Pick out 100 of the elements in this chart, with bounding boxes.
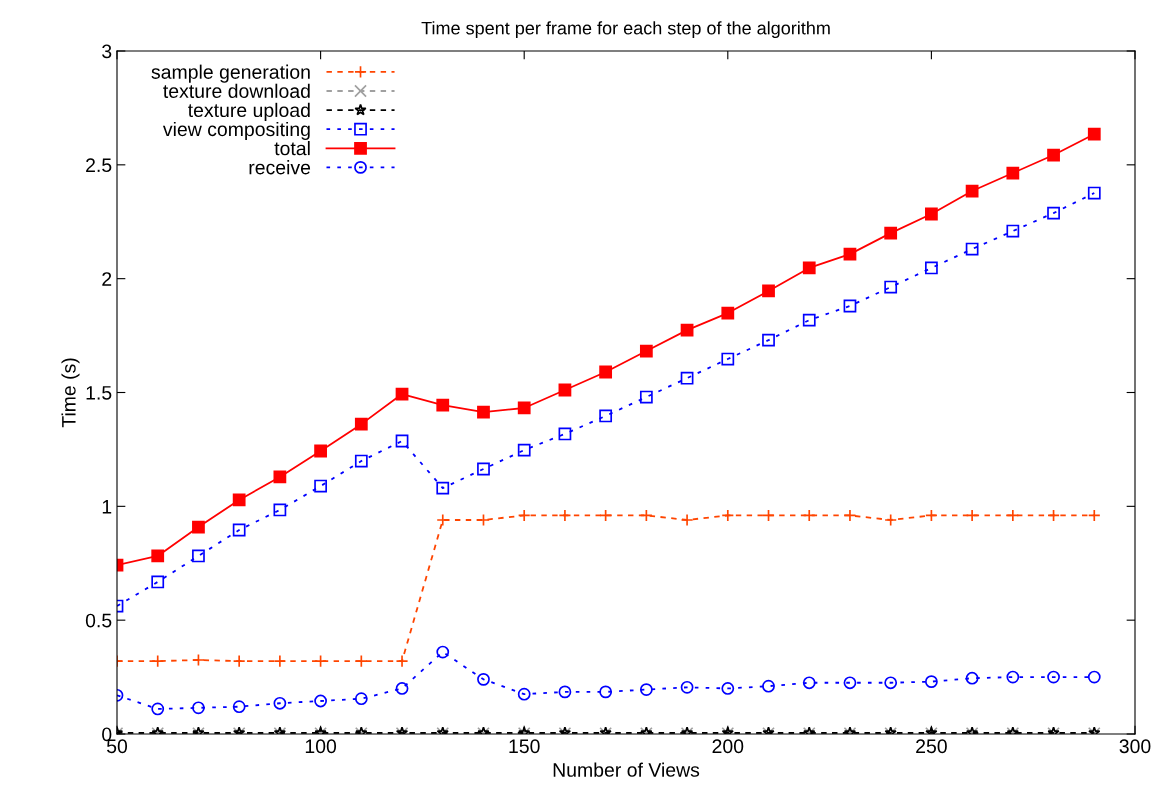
point <box>599 365 613 379</box>
point <box>599 509 613 522</box>
point <box>1087 186 1101 200</box>
point <box>477 672 490 686</box>
point <box>925 261 938 275</box>
point <box>1006 166 1020 180</box>
point <box>599 685 613 699</box>
point <box>802 313 816 327</box>
legend-label: sample generation <box>151 64 310 83</box>
y-tick-label: 1 <box>102 500 112 514</box>
point <box>477 462 490 476</box>
point <box>517 443 531 457</box>
point <box>721 352 735 366</box>
point <box>558 685 572 699</box>
point <box>925 509 938 522</box>
point <box>639 509 653 522</box>
x-axis-title: Number of Views <box>553 762 700 777</box>
legend-label: receive <box>249 160 311 175</box>
point <box>639 683 653 696</box>
point <box>1006 670 1020 684</box>
point <box>1087 670 1101 684</box>
point <box>232 523 246 537</box>
point <box>273 503 287 517</box>
y-tick-label: 2.5 <box>86 158 112 173</box>
point <box>762 284 775 298</box>
point <box>843 676 857 690</box>
point <box>517 687 531 701</box>
point <box>436 481 450 495</box>
point <box>680 371 694 385</box>
point <box>354 417 368 431</box>
point <box>965 671 979 685</box>
point <box>354 692 368 706</box>
point <box>232 654 246 668</box>
point <box>192 549 205 563</box>
point <box>1047 670 1060 684</box>
point <box>314 694 327 708</box>
point <box>1006 509 1020 522</box>
legend-label: texture upload <box>188 102 310 121</box>
x-tick-label: 250 <box>916 739 947 754</box>
point <box>721 306 735 320</box>
point <box>802 261 816 275</box>
point <box>843 299 857 313</box>
point <box>843 509 857 522</box>
point <box>151 702 165 716</box>
x-tick-label: 150 <box>509 739 540 754</box>
point <box>151 654 165 668</box>
point <box>1047 509 1060 522</box>
point <box>802 676 816 690</box>
point <box>558 509 572 522</box>
point <box>884 513 898 527</box>
y-tick-label: 1.5 <box>86 386 112 400</box>
x-tick-label: 300 <box>1119 739 1151 754</box>
point <box>232 493 246 507</box>
point <box>192 520 205 534</box>
point <box>395 387 409 401</box>
point <box>639 344 653 358</box>
point <box>314 479 327 493</box>
point <box>802 509 816 522</box>
x-tick-label: 200 <box>712 739 744 754</box>
chart-title: Time spent per frame for each step of the algorithm <box>421 21 830 39</box>
legend-label: total <box>274 141 310 156</box>
point <box>314 654 327 668</box>
point <box>884 280 898 294</box>
point <box>721 682 735 695</box>
point <box>151 575 165 589</box>
point <box>558 427 572 441</box>
legend-label: texture download <box>163 83 310 98</box>
point <box>354 454 368 468</box>
point <box>965 184 979 198</box>
point <box>965 242 979 256</box>
point <box>192 653 205 667</box>
point <box>395 682 409 695</box>
point <box>354 654 368 668</box>
legend-label: view compositing <box>162 121 310 141</box>
point <box>477 405 490 419</box>
point <box>558 383 572 397</box>
point <box>436 398 450 412</box>
point <box>721 509 735 522</box>
point <box>395 654 409 668</box>
point <box>925 207 938 221</box>
point <box>517 509 531 522</box>
point <box>1006 224 1020 238</box>
point <box>762 679 775 693</box>
point <box>843 247 857 261</box>
point <box>273 470 287 484</box>
point <box>680 680 694 694</box>
y-tick-label: 2 <box>102 272 112 286</box>
point <box>680 513 694 527</box>
point <box>1087 127 1101 141</box>
point <box>151 549 165 563</box>
point <box>639 390 653 404</box>
point <box>1047 206 1060 220</box>
point <box>395 434 409 448</box>
point <box>1047 148 1060 162</box>
x-tick-label: 100 <box>305 739 337 754</box>
point <box>517 401 531 415</box>
point <box>599 409 613 423</box>
point <box>680 323 694 337</box>
point <box>273 654 287 668</box>
point <box>884 676 898 690</box>
